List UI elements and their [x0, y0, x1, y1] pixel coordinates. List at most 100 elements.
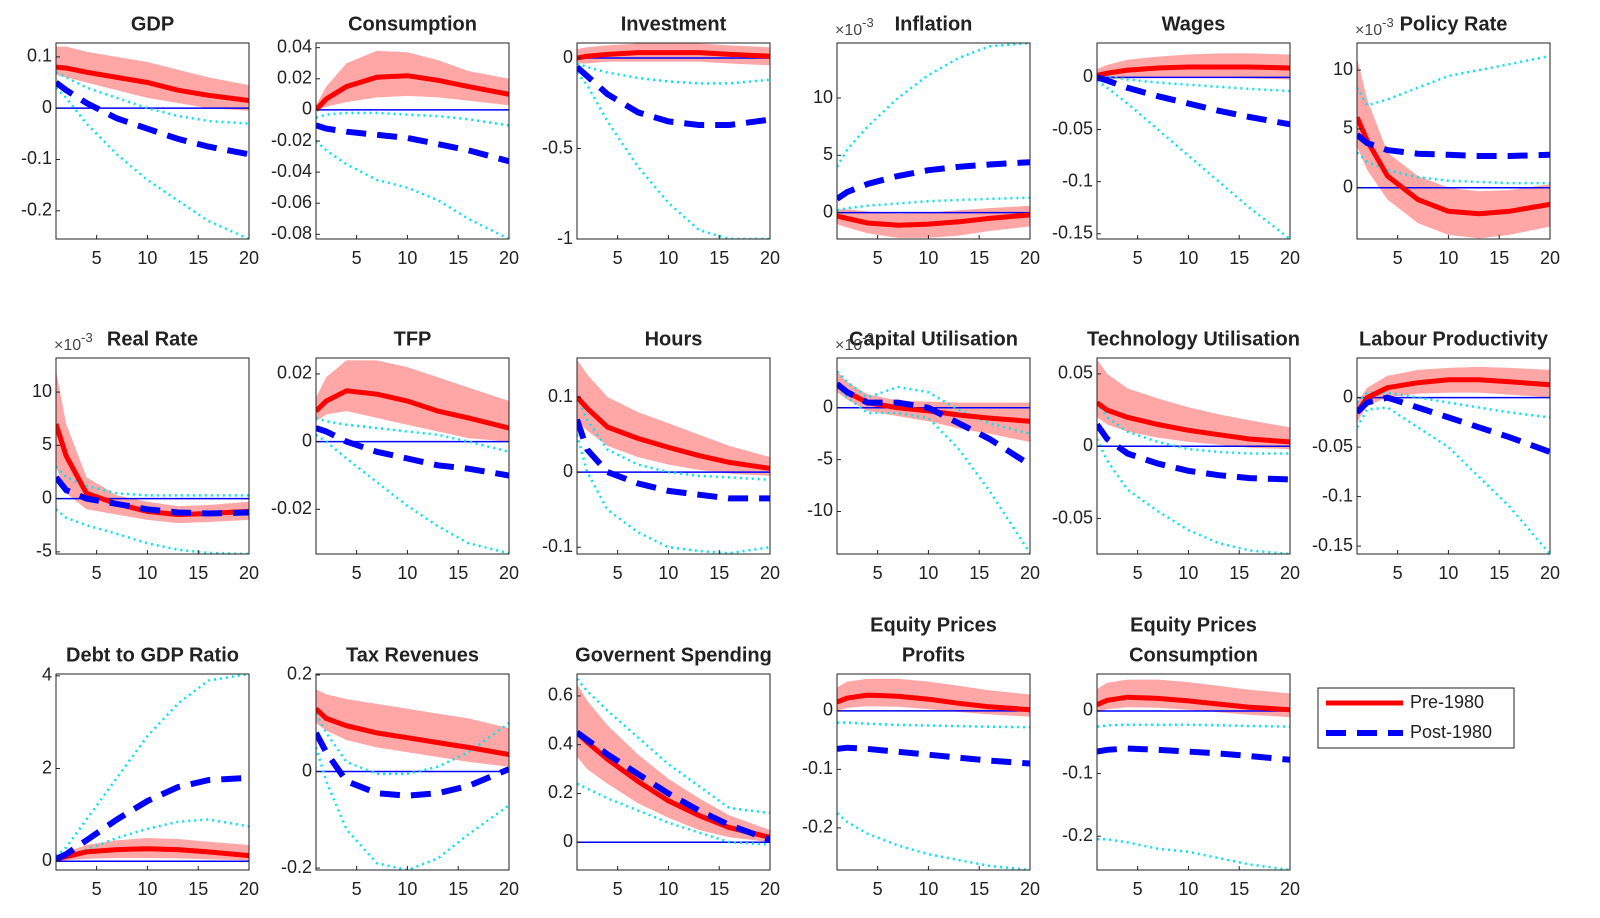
x-tick-label: 10	[1178, 563, 1198, 583]
legend: Pre-1980 Post-1980	[1317, 687, 1515, 749]
plot-area	[1097, 53, 1290, 239]
confidence-bound	[316, 433, 509, 554]
response-line	[56, 774, 249, 862]
response-line	[1097, 64, 1290, 78]
scale-base: ×10	[835, 22, 862, 39]
x-tick-label: 15	[1489, 248, 1509, 268]
y-tick-label: -0.06	[271, 192, 312, 212]
confidence-bound	[837, 721, 1030, 729]
x-tick-label: 15	[1229, 248, 1249, 268]
x-tick-label: 10	[137, 879, 157, 899]
axes-box	[1356, 42, 1551, 240]
panel-title: Wages	[1162, 13, 1226, 35]
y-tick-label: 0	[42, 487, 52, 507]
y-tick-label: 0	[823, 397, 833, 417]
response-line	[577, 730, 770, 843]
panel-title: Real Rate	[107, 328, 198, 350]
axes-box	[576, 673, 771, 871]
x-tick-label: 10	[1438, 248, 1458, 268]
scale-exponent: -3	[862, 15, 874, 30]
confidence-bound	[837, 386, 1030, 554]
panel: Hours 5 10 15 20 -0.1 0 0.1	[542, 328, 780, 582]
panel-title: Equity Prices	[870, 614, 997, 636]
x-tick-label: 15	[709, 563, 729, 583]
x-tick-label: 10	[1438, 563, 1458, 583]
x-tick-label: 5	[613, 879, 623, 899]
y-tick-label: 0	[563, 831, 573, 851]
panel: Debt to GDP Ratio 5 10 15 20 0 2 4	[42, 644, 259, 898]
x-tick-label: 5	[1133, 563, 1143, 583]
plot-area	[837, 43, 1030, 238]
panel: GDP 5 10 15 20 -0.2 -0.1 0 0.1	[21, 13, 259, 267]
x-tick-label: 10	[397, 879, 417, 899]
x-tick-label: 5	[352, 879, 362, 899]
x-tick-label: 20	[1020, 879, 1040, 899]
confidence-bound	[837, 196, 1030, 212]
panel-title: Debt to GDP Ratio	[66, 644, 239, 666]
panel: Equity Prices Consumption 5 10 15 20 -0.2 -0.1 0	[1062, 614, 1300, 898]
legend-label: Post-1980	[1410, 722, 1492, 742]
confidence-bound	[1097, 838, 1290, 870]
x-tick-label: 20	[239, 563, 259, 583]
response-line	[316, 122, 509, 165]
y-tick-label: -0.2	[1062, 825, 1093, 845]
x-tick-label: 20	[1540, 563, 1560, 583]
y-tick-label: 0.05	[1058, 363, 1093, 383]
x-tick-label: 15	[709, 248, 729, 268]
x-tick-label: 5	[1133, 879, 1143, 899]
confidence-band	[1357, 58, 1550, 239]
response-line	[1097, 694, 1290, 713]
scale-base: ×10	[54, 337, 81, 354]
x-tick-label: 5	[873, 563, 883, 583]
y-tick-label: -5	[817, 448, 833, 468]
y-tick-label: -0.1	[1062, 762, 1093, 782]
response-line	[56, 80, 249, 158]
y-tick-label: -5	[36, 541, 52, 561]
y-tick-label: 0	[1083, 700, 1093, 720]
y-tick-label: 5	[823, 144, 833, 164]
x-tick-label: 10	[1178, 248, 1198, 268]
response-line	[837, 692, 1030, 713]
plot-area	[56, 46, 249, 239]
y-tick-label: 0	[302, 760, 312, 780]
confidence-band	[316, 50, 509, 110]
panel: Labour Productivity 5 10 15 20 -0.15 -0.1 -0.05…	[1312, 328, 1560, 582]
x-tick-label: 15	[969, 563, 989, 583]
response-line	[316, 425, 509, 479]
response-line	[837, 744, 1030, 767]
x-tick-label: 20	[499, 563, 519, 583]
scale-base: ×10	[1355, 22, 1382, 39]
confidence-bound	[316, 111, 509, 127]
plot-area	[1357, 54, 1550, 239]
panel: Wages 5 10 15 20 -0.15 -0.1 -0.05 0	[1052, 13, 1300, 267]
y-tick-label: 0.4	[548, 733, 573, 753]
confidence-bound	[577, 71, 770, 239]
confidence-bound	[1097, 402, 1290, 455]
y-tick-label: 0.02	[277, 68, 312, 88]
scale-base: ×10	[835, 337, 862, 354]
y-tick-label: -1	[557, 228, 573, 248]
response-line	[1097, 745, 1290, 763]
x-tick-label: 20	[1280, 563, 1300, 583]
x-tick-label: 20	[1020, 563, 1040, 583]
scale-label: ×10-3	[835, 15, 874, 39]
scale-label: ×10-3	[54, 330, 93, 354]
legend-box	[1317, 687, 1515, 749]
response-line	[577, 64, 770, 128]
axes-box	[576, 357, 771, 555]
confidence-bound	[577, 396, 770, 481]
response-line	[56, 64, 249, 103]
confidence-bound	[577, 62, 770, 85]
y-tick-label: 0	[563, 47, 573, 67]
x-tick-label: 15	[709, 879, 729, 899]
x-tick-label: 15	[448, 879, 468, 899]
y-tick-label: 5	[1343, 118, 1353, 138]
confidence-bound	[837, 370, 1030, 435]
confidence-bound	[1357, 54, 1550, 107]
confidence-band	[56, 370, 249, 524]
x-tick-label: 20	[1280, 248, 1300, 268]
plot-area	[1097, 679, 1290, 870]
x-tick-label: 5	[613, 563, 623, 583]
confidence-bound	[316, 747, 509, 870]
